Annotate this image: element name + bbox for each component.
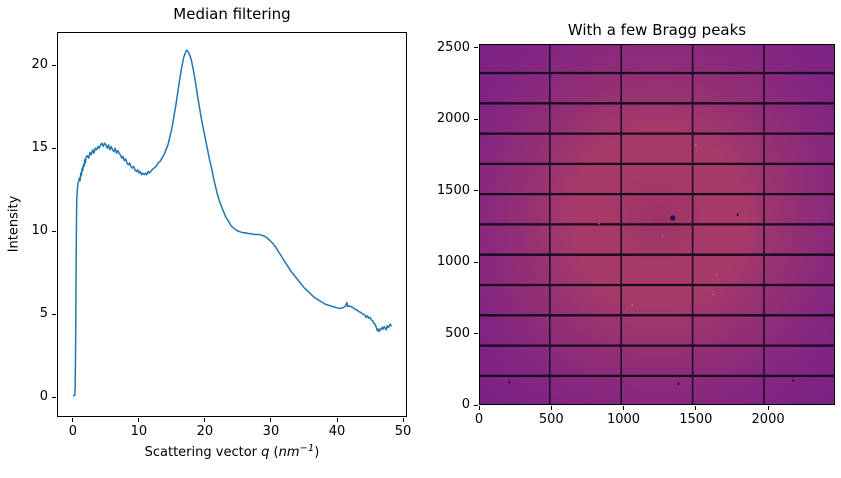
- detector-image: [479, 44, 835, 405]
- x-tick-label: 2000: [751, 412, 785, 427]
- y-tick-mark: [474, 261, 478, 263]
- x-tick-label: 30: [262, 424, 280, 439]
- x-tick-label: 500: [538, 412, 564, 427]
- x-tick-label: 50: [394, 424, 412, 439]
- bragg-peak-speck: [661, 235, 664, 238]
- y-tick-label: 0: [39, 389, 48, 405]
- y-tick-mark: [474, 333, 478, 335]
- y-tick-mark: [474, 118, 478, 120]
- bragg-peak-speck: [712, 293, 715, 296]
- x-tick-mark: [138, 418, 140, 422]
- x-tick-mark: [402, 418, 404, 422]
- x-tick-label: 40: [328, 424, 346, 439]
- left-plot-xlabel: Scattering vector q (nm−1): [57, 443, 407, 460]
- bragg-peak-speck: [694, 143, 697, 147]
- left-plot-ylabel: Intensity: [6, 195, 22, 253]
- y-tick-mark: [474, 190, 478, 192]
- dark-speck: [792, 379, 795, 383]
- axes-spines: [479, 44, 835, 405]
- bragg-peak-speck: [597, 222, 601, 225]
- x-tick-label: 0: [474, 412, 484, 427]
- y-tick-label: 2500: [436, 39, 470, 55]
- y-tick-label: 2000: [436, 111, 470, 127]
- intensity-curve: [72, 49, 392, 397]
- x-tick-mark: [767, 406, 769, 410]
- y-tick-label: 1000: [436, 254, 470, 270]
- bragg-peak-speck: [715, 273, 718, 276]
- axes-spines: [57, 32, 407, 417]
- xlabel-exponent: −1: [299, 443, 315, 454]
- y-tick-label: 10: [31, 223, 48, 239]
- x-tick-label: 1000: [606, 412, 641, 427]
- x-tick-mark: [695, 406, 697, 410]
- y-tick-label: 20: [31, 57, 48, 73]
- x-tick-mark: [478, 406, 480, 410]
- y-tick-label: 0: [461, 397, 470, 412]
- x-tick-label: 10: [130, 424, 148, 439]
- x-tick-mark: [204, 418, 206, 422]
- x-tick-mark: [72, 418, 74, 422]
- y-tick-label: 1500: [436, 182, 470, 198]
- dark-speck: [736, 213, 740, 217]
- x-tick-label: 1500: [679, 412, 713, 427]
- left-plot-title: Median filtering: [173, 5, 291, 23]
- xlabel-text: Scattering vector: [144, 445, 262, 460]
- y-tick-mark: [474, 47, 478, 49]
- y-tick-label: 15: [31, 140, 48, 156]
- xlabel-q-symbol: q: [261, 445, 270, 460]
- x-tick-mark: [550, 406, 552, 410]
- x-tick-label: 20: [196, 424, 214, 439]
- x-tick-mark: [270, 418, 272, 422]
- y-tick-label: 5: [39, 306, 48, 322]
- xlabel-unit: nm: [278, 445, 300, 460]
- y-tick-label: 500: [445, 325, 470, 341]
- right-plot-title: With a few Bragg peaks: [567, 21, 747, 39]
- x-tick-mark: [336, 418, 338, 422]
- dark-speck: [508, 380, 511, 384]
- bragg-peak-speck: [631, 303, 634, 307]
- y-tick-mark: [52, 230, 56, 232]
- y-tick-mark: [52, 147, 56, 149]
- y-tick-mark: [474, 404, 478, 406]
- y-tick-mark: [52, 64, 56, 66]
- x-tick-mark: [623, 406, 625, 410]
- y-tick-mark: [52, 396, 56, 398]
- xlabel-paren-open: (: [269, 445, 279, 460]
- beamstop-dot: [670, 215, 676, 221]
- y-tick-mark: [52, 313, 56, 315]
- dark-speck: [677, 382, 680, 386]
- median-filtering-chart: [57, 32, 407, 417]
- xlabel-paren-close: ): [314, 445, 320, 460]
- x-tick-label: 0: [68, 424, 77, 439]
